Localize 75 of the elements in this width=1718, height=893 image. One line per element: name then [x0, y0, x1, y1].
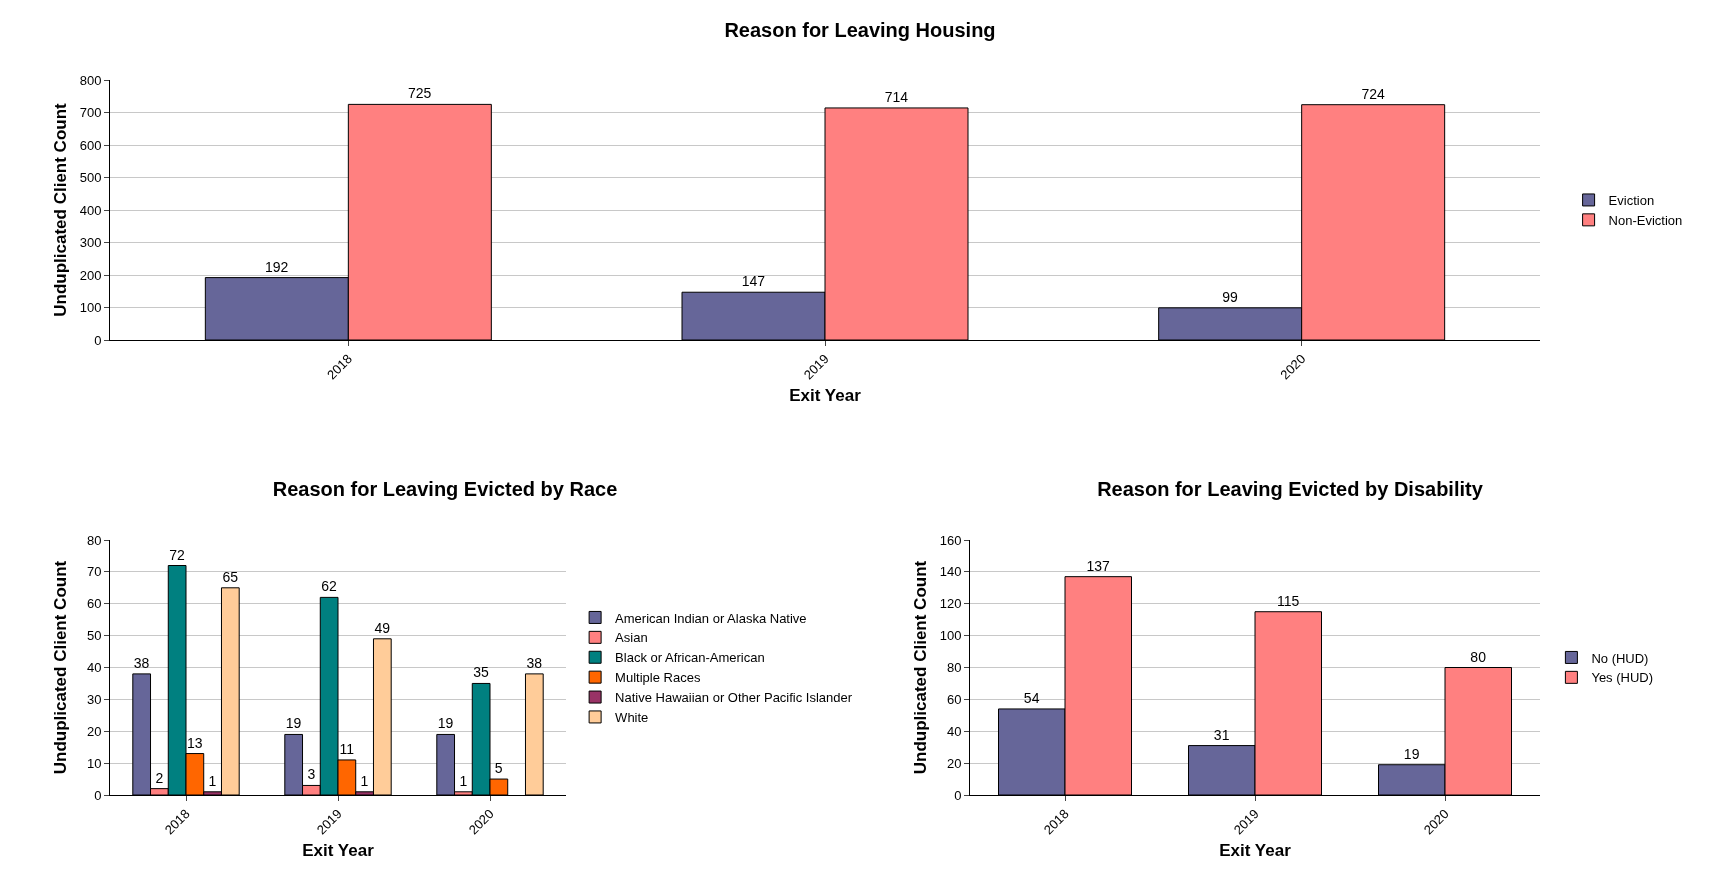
- y-axis-title: Unduplicated Client Count: [51, 560, 70, 775]
- y-tick-label: 500: [79, 170, 102, 186]
- data-label: 724: [1361, 85, 1385, 102]
- data-label: 19: [285, 715, 302, 732]
- chart-title: Reason for Leaving Evicted by Race: [272, 478, 618, 501]
- data-label: 62: [321, 578, 338, 595]
- y-tick-label: 100: [79, 300, 102, 316]
- y-tick-label: 600: [79, 137, 102, 153]
- data-label: 137: [1086, 557, 1111, 574]
- y-tick-label: 70: [86, 564, 102, 580]
- data-label: 2: [155, 769, 164, 786]
- x-axis-title: Exit Year: [789, 386, 862, 405]
- y-tick-label: 10: [86, 755, 102, 771]
- y-tick-label: 100: [939, 628, 962, 644]
- legend-label: White: [615, 710, 649, 726]
- data-label: 115: [1276, 592, 1300, 609]
- y-axis-title: Unduplicated Client Count: [51, 102, 70, 317]
- y-tick-label: 80: [946, 660, 962, 676]
- legend-label: Yes (HUD): [1591, 670, 1654, 686]
- data-label: 1: [360, 772, 369, 789]
- data-label: 38: [133, 654, 150, 671]
- y-tick-label: 200: [79, 267, 102, 283]
- y-tick-label: 300: [79, 235, 102, 251]
- data-label: 192: [265, 258, 289, 275]
- y-tick-label: 0: [94, 332, 102, 348]
- legend-label: Multiple Races: [615, 670, 701, 686]
- data-label: 49: [374, 619, 391, 636]
- y-tick-label: 20: [946, 755, 962, 771]
- data-label: 72: [169, 546, 186, 563]
- data-label: 19: [437, 715, 454, 732]
- data-label: 54: [1023, 689, 1040, 706]
- y-tick-label: 80: [86, 532, 102, 548]
- y-tick-label: 50: [86, 628, 102, 644]
- x-axis-title: Exit Year: [302, 841, 375, 860]
- y-tick-label: 120: [939, 596, 962, 612]
- data-label: 725: [408, 85, 432, 102]
- y-tick-label: 400: [79, 202, 102, 218]
- data-label: 1: [459, 772, 468, 789]
- legend-label: Asian: [615, 630, 648, 646]
- data-label: 65: [222, 568, 239, 585]
- data-label: 714: [884, 88, 909, 105]
- legend-label: Non-Eviction: [1608, 212, 1683, 228]
- data-label: 31: [1213, 726, 1230, 743]
- y-tick-label: 60: [946, 691, 962, 707]
- y-tick-label: 60: [86, 596, 102, 612]
- legend-label: No (HUD): [1591, 650, 1649, 666]
- chart-title: Reason for Leaving Evicted by Disability: [1097, 478, 1484, 501]
- data-label: 13: [186, 734, 203, 751]
- y-tick-label: 800: [79, 72, 102, 88]
- y-tick-label: 30: [86, 691, 102, 707]
- y-tick-label: 160: [939, 532, 962, 548]
- data-label: 99: [1222, 288, 1239, 305]
- x-axis-title: Exit Year: [1219, 841, 1292, 860]
- data-label: 147: [741, 273, 766, 290]
- legend-label: American Indian or Alaska Native: [615, 610, 807, 626]
- y-tick-label: 700: [79, 105, 102, 121]
- data-label: 19: [1403, 745, 1420, 762]
- y-tick-label: 40: [86, 660, 102, 676]
- data-label: 38: [526, 654, 543, 671]
- data-label: 11: [339, 740, 355, 757]
- data-label: 3: [307, 766, 316, 783]
- legend-label: Native Hawaiian or Other Pacific Islander: [615, 690, 853, 706]
- legend-label: Black or African-American: [615, 650, 765, 666]
- y-tick-label: 0: [94, 787, 102, 803]
- data-label: 1: [208, 772, 217, 789]
- y-axis-title: Unduplicated Client Count: [911, 560, 930, 775]
- y-tick-label: 20: [86, 723, 102, 739]
- y-tick-label: 0: [954, 787, 962, 803]
- chart-title: Reason for Leaving Housing: [724, 18, 996, 41]
- legend-label: Eviction: [1608, 193, 1655, 209]
- data-label: 5: [494, 760, 503, 777]
- y-tick-label: 140: [939, 564, 962, 580]
- data-label: 35: [473, 664, 490, 681]
- data-label: 80: [1470, 648, 1487, 665]
- y-tick-label: 40: [946, 723, 962, 739]
